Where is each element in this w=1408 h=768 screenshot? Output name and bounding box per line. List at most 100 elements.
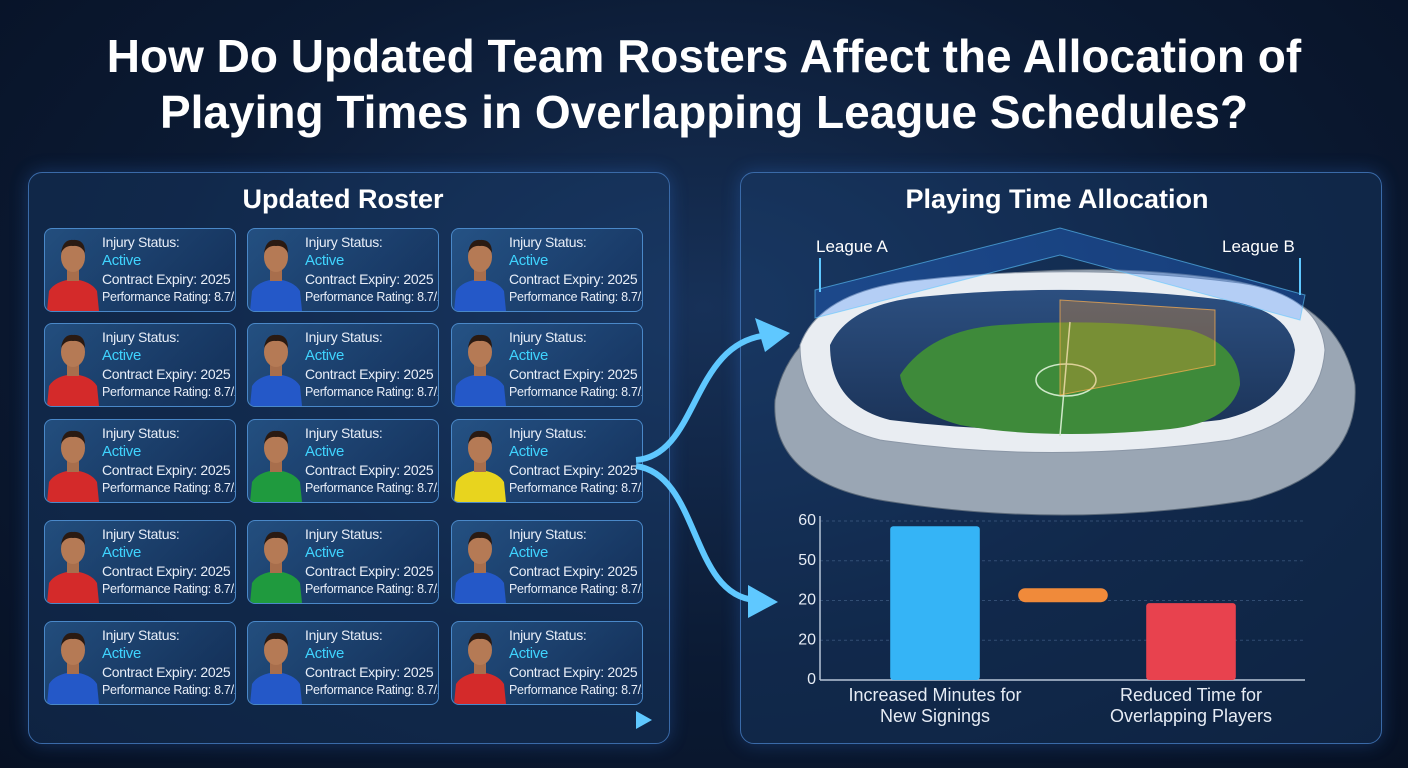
head [264,635,288,665]
hair [61,239,85,253]
contract-expiry: Contract Expiry: 2025 [305,271,434,287]
contract-expiry: Contract Expiry: 2025 [102,563,231,579]
player-card: Injury Status: Active Contract Expiry: 202… [247,520,439,604]
hair [61,334,85,348]
arrow-head [748,585,778,618]
neck [474,561,486,573]
neck [474,269,486,281]
performance-rating: Performance Rating: 8.7/10 [509,290,643,304]
status-value: Active [509,544,549,561]
neck [67,269,79,281]
player-card: Injury Status: Active Contract Expiry: 202… [247,419,439,503]
status-label: Injury Status: [509,329,587,345]
neck [67,460,79,472]
status-label: Injury Status: [102,234,180,250]
head [264,433,288,463]
player-avatar [250,430,302,502]
player-card: Injury Status: Active Contract Expiry: 202… [247,621,439,705]
head [468,337,492,367]
arrow-head [636,711,652,729]
neck [270,460,282,472]
performance-rating: Performance Rating: 8.7/10 [305,582,439,596]
y-tick-label: 20 [798,631,816,648]
contract-expiry: Contract Expiry: 2025 [305,462,434,478]
hair [468,334,492,348]
player-card: Injury Status: Active Contract Expiry: 202… [451,419,643,503]
status-value: Active [509,645,549,662]
status-label: Injury Status: [305,627,383,643]
y-tick-label: 0 [807,671,816,688]
hair [468,239,492,253]
bar [890,526,980,680]
y-tick-label: 50 [798,552,816,569]
status-value: Active [305,645,345,662]
player-card: Injury Status: Active Contract Expiry: 202… [247,323,439,407]
player-avatar [454,239,506,311]
page-title: How Do Updated Team Rosters Affect the A… [106,30,1302,138]
status-value: Active [102,544,142,561]
player-card: Injury Status: Active Contract Expiry: 202… [451,323,643,407]
status-label: Injury Status: [509,234,587,250]
performance-rating: Performance Rating: 8.7/10 [509,582,643,596]
x-tick-label: Reduced Time for Overlapping Players [1109,685,1273,726]
performance-rating: Performance Rating: 8.7/10 [102,582,236,596]
player-avatar [47,632,99,704]
performance-rating: Performance Rating: 8.7/10 [305,385,439,399]
neck [270,662,282,674]
jersey [47,374,99,406]
player-card: Injury Status: Active Contract Expiry: 202… [451,621,643,705]
status-label: Injury Status: [305,234,383,250]
hair [468,531,492,545]
jersey [454,470,506,502]
contract-expiry: Contract Expiry: 2025 [102,366,231,382]
hair [468,632,492,646]
performance-rating: Performance Rating: 8.7/10 [305,481,439,495]
player-avatar [47,430,99,502]
jersey [47,470,99,502]
hair [264,239,288,253]
status-value: Active [509,347,549,364]
status-label: Injury Status: [305,425,383,441]
head [468,242,492,272]
player-card: Injury Status: Active Contract Expiry: 202… [247,228,439,312]
performance-rating: Performance Rating: 8.7/10 [102,290,236,304]
neck [270,364,282,376]
status-value: Active [102,252,142,269]
head [264,534,288,564]
head [468,433,492,463]
player-avatar [454,632,506,704]
stadium [774,227,1356,516]
performance-rating: Performance Rating: 8.7/10 [305,290,439,304]
performance-rating: Performance Rating: 8.7/10 [102,481,236,495]
neck [270,269,282,281]
jersey [454,279,506,311]
y-tick-label: 60 [798,512,816,529]
status-label: Injury Status: [509,425,587,441]
player-avatar [250,239,302,311]
status-label: Injury Status: [509,526,587,542]
player-card: Injury Status: Active Contract Expiry: 202… [44,520,236,604]
jersey [250,571,302,603]
y-tick-label: 20 [798,592,816,609]
contract-expiry: Contract Expiry: 2025 [509,462,638,478]
status-label: Injury Status: [305,526,383,542]
jersey [47,571,99,603]
hair [264,632,288,646]
contract-expiry: Contract Expiry: 2025 [305,664,434,680]
hair [61,632,85,646]
player-card: Injury Status: Active Contract Expiry: 202… [44,621,236,705]
status-label: Injury Status: [509,627,587,643]
player-card: Injury Status: Active Contract Expiry: 202… [44,419,236,503]
jersey [250,470,302,502]
head [61,534,85,564]
player-avatar [250,632,302,704]
status-value: Active [509,443,549,460]
status-value: Active [102,645,142,662]
performance-rating: Performance Rating: 8.7/10 [509,481,643,495]
status-label: Injury Status: [305,329,383,345]
head [61,242,85,272]
player-card: Injury Status: Active Contract Expiry: 202… [451,228,643,312]
status-label: Injury Status: [102,329,180,345]
